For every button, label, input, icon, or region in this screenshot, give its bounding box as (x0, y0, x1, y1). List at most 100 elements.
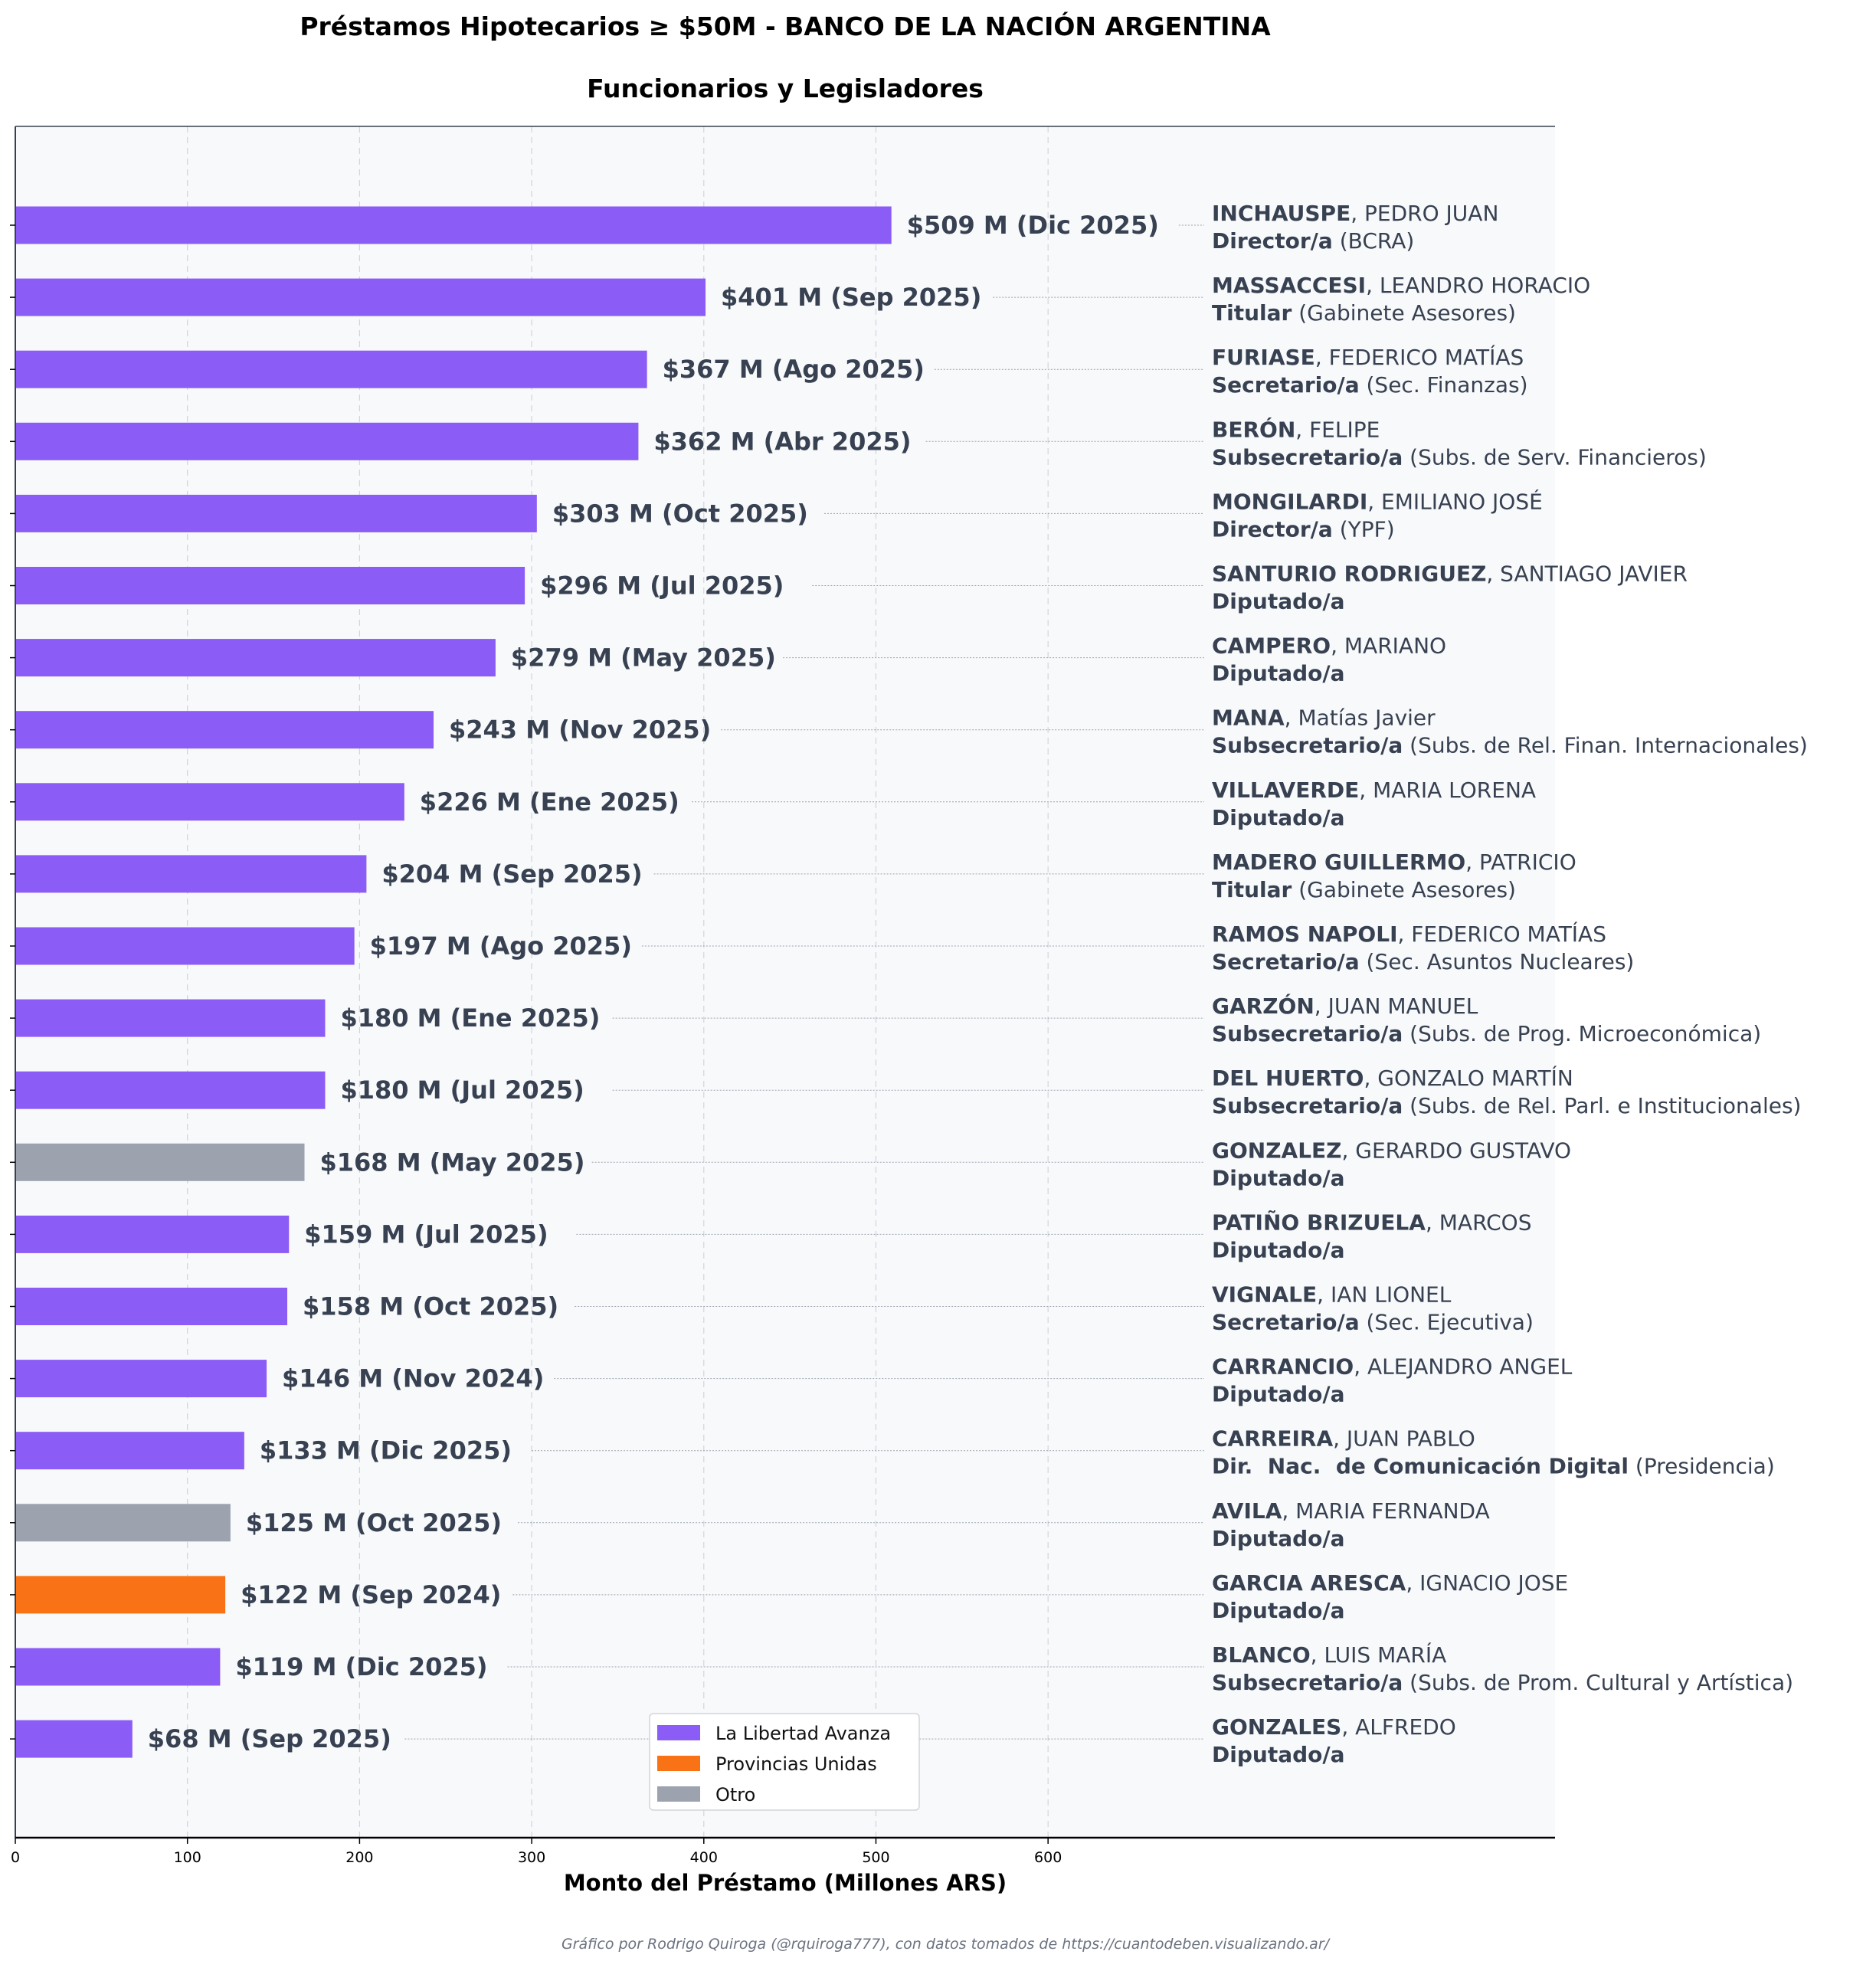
bar (15, 783, 404, 821)
bars (15, 206, 892, 1758)
person-name: GONZALEZ, GERARDO GUSTAVO (1212, 1138, 1571, 1163)
person-name: BLANCO, LUIS MARÍA (1212, 1642, 1446, 1668)
person-role: Secretario/a (Sec. Ejecutiva) (1212, 1310, 1534, 1335)
department: (Subs. de Rel. Finan. Internacionales) (1403, 733, 1808, 758)
legend-box (649, 1713, 920, 1811)
given-name: , IAN LIONEL (1317, 1282, 1452, 1308)
role: Diputado/a (1212, 1742, 1345, 1767)
bar (15, 999, 326, 1037)
surname: PATIÑO BRIZUELA (1212, 1209, 1426, 1235)
x-tick-label: 500 (862, 1849, 889, 1866)
bar (15, 350, 647, 388)
value-label: $509 M (Dic 2025) (907, 211, 1159, 240)
bar (15, 927, 355, 965)
bar (15, 206, 892, 244)
bar (15, 711, 434, 749)
department: (Presidencia) (1629, 1454, 1775, 1479)
person-role: Director/a (BCRA) (1212, 228, 1414, 254)
role: Secretario/a (1212, 949, 1360, 974)
person-name: MADERO GUILLERMO, PATRICIO (1212, 850, 1576, 875)
role: Titular (1212, 877, 1292, 902)
role: Diputado/a (1212, 589, 1345, 614)
department: (Gabinete Asesores) (1292, 877, 1516, 902)
surname: RAMOS NAPOLI (1212, 922, 1398, 947)
given-name: , GERARDO GUSTAVO (1341, 1138, 1571, 1163)
role: Diputado/a (1212, 1598, 1345, 1623)
given-name: , LUIS MARÍA (1311, 1642, 1447, 1668)
role: Secretario/a (1212, 1310, 1360, 1335)
department: (Subs. de Prog. Microeconómica) (1403, 1021, 1761, 1046)
person-role: Secretario/a (Sec. Asuntos Nucleares) (1212, 949, 1634, 974)
given-name: , MARIANO (1331, 633, 1446, 659)
bar (15, 1432, 244, 1470)
given-name: , PATRICIO (1465, 850, 1576, 875)
person-role: Subsecretario/a (Subs. de Rel. Parl. e I… (1212, 1093, 1801, 1118)
bar (15, 639, 496, 677)
person-role: Subsecretario/a (Subs. de Prog. Microeco… (1212, 1021, 1761, 1046)
role: Dir. Nac. de Comunicación Digital (1212, 1454, 1629, 1479)
surname: MONGILARDI (1212, 489, 1367, 514)
surname: GONZALES (1212, 1714, 1341, 1740)
x-tick-label: 300 (518, 1849, 545, 1866)
x-axis-label: Monto del Préstamo (Millones ARS) (564, 1870, 1007, 1896)
value-label: $303 M (Oct 2025) (552, 499, 808, 528)
person-name: VIGNALE, IAN LIONEL (1212, 1282, 1452, 1308)
labels: $509 M (Dic 2025) INCHAUSPE, PEDRO JUANDi… (148, 201, 1808, 1767)
surname: BERÓN (1212, 416, 1295, 442)
x-tick-label: 0 (11, 1849, 20, 1866)
value-label: $119 M (Dic 2025) (235, 1652, 487, 1681)
person-role: Subsecretario/a (Subs. de Serv. Financie… (1212, 444, 1707, 470)
given-name: , Matías Javier (1285, 706, 1436, 731)
person-role: Diputado/a (1212, 1165, 1345, 1190)
role: Subsecretario/a (1212, 733, 1403, 758)
legend-swatch (657, 1756, 700, 1771)
given-name: , FELIPE (1295, 417, 1380, 442)
surname: CARRANCIO (1212, 1354, 1354, 1380)
department: (Subs. de Rel. Parl. e Institucionales) (1403, 1093, 1801, 1118)
role: Subsecretario/a (1212, 1021, 1403, 1046)
surname: MANA (1212, 706, 1285, 731)
value-label: $197 M (Ago 2025) (370, 931, 632, 961)
role: Subsecretario/a (1212, 1670, 1403, 1695)
person-role: Dir. Nac. de Comunicación Digital (Presi… (1212, 1454, 1775, 1479)
department: (Sec. Ejecutiva) (1360, 1310, 1534, 1335)
person-name: CARREIRA, JUAN PABLO (1212, 1426, 1475, 1452)
department: (Gabinete Asesores) (1292, 300, 1516, 326)
value-label: $122 M (Sep 2024) (241, 1580, 501, 1609)
chart-title: Préstamos Hipotecarios ≥ $50M - BANCO DE… (300, 11, 1271, 41)
surname: CARREIRA (1212, 1426, 1333, 1452)
value-label: $180 M (Jul 2025) (340, 1075, 584, 1105)
department: (Subs. de Prom. Cultural y Artística) (1403, 1670, 1793, 1695)
person-role: Titular (Gabinete Asesores) (1212, 300, 1516, 326)
role: Director/a (1212, 516, 1333, 542)
value-label: $226 M (Ene 2025) (420, 787, 679, 817)
person-role: Diputado/a (1212, 1382, 1345, 1407)
person-role: Diputado/a (1212, 1598, 1345, 1623)
person-role: Diputado/a (1212, 1526, 1345, 1551)
surname: BLANCO (1212, 1642, 1311, 1668)
surname: GARZÓN (1212, 993, 1315, 1019)
department: (Sec. Finanzas) (1360, 372, 1528, 398)
bar (15, 567, 525, 604)
role: Director/a (1212, 228, 1333, 254)
role: Diputado/a (1212, 1237, 1345, 1262)
role: Subsecretario/a (1212, 1093, 1403, 1118)
value-label: $68 M (Sep 2025) (148, 1724, 391, 1753)
surname: MASSACCESI (1212, 273, 1366, 298)
bar (15, 855, 367, 893)
x-tick-label: 200 (345, 1849, 373, 1866)
person-role: Director/a (YPF) (1212, 516, 1395, 542)
bar (15, 1648, 221, 1686)
axes: 0 100 200 300 400 500 600 (10, 126, 1555, 1866)
given-name: , MARCOS (1426, 1210, 1532, 1235)
bar (15, 278, 706, 316)
credit-text: Gráfico por Rodrigo Quiroga (@rquiroga77… (561, 1936, 1331, 1953)
value-label: $367 M (Ago 2025) (663, 355, 925, 384)
given-name: , MARIA LORENA (1359, 778, 1536, 803)
given-name: , PEDRO JUAN (1351, 201, 1498, 226)
person-name: GARZÓN, JUAN MANUEL (1212, 993, 1478, 1019)
person-role: Diputado/a (1212, 1237, 1345, 1262)
bar (15, 1504, 231, 1542)
bar (15, 1360, 267, 1398)
person-role: Subsecretario/a (Subs. de Prom. Cultural… (1212, 1670, 1793, 1695)
